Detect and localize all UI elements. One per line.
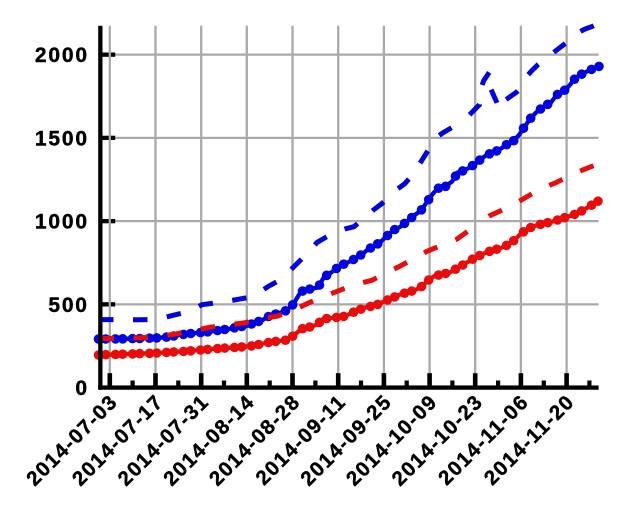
svg-text:2000: 2000 <box>35 44 89 67</box>
svg-text:0: 0 <box>75 377 88 400</box>
svg-text:500: 500 <box>48 294 88 317</box>
svg-text:1000: 1000 <box>35 211 89 234</box>
svg-text:1500: 1500 <box>35 127 89 150</box>
